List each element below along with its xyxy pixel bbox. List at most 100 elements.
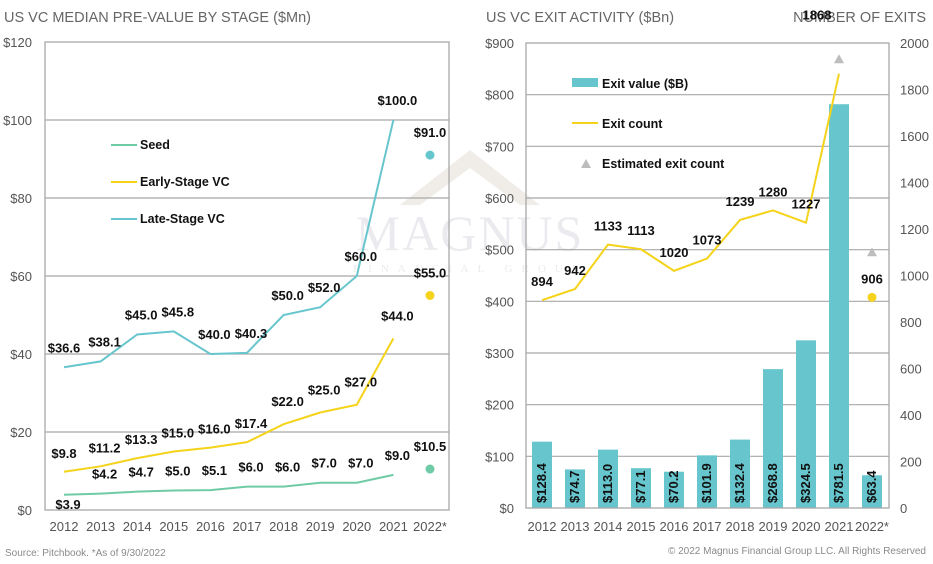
y-tick-label: $700 — [485, 139, 514, 154]
data-label: $27.0 — [345, 375, 378, 390]
right-y-axis-left: $0 $100 $200 $300 $400 $500 $600 $700 $800 $900 — [485, 36, 514, 516]
y2-tick-label: 600 — [900, 362, 922, 377]
bar-exit-value — [796, 340, 816, 508]
y-tick-label: $900 — [485, 36, 514, 51]
data-label: $45.0 — [125, 308, 158, 323]
bar-value-label: $77.1 — [633, 470, 648, 503]
exit-count-label: 1113 — [627, 223, 655, 238]
watermark-roof-shape — [400, 150, 540, 205]
series-line-seed — [63, 473, 394, 496]
right-bars — [532, 104, 882, 508]
x-tick-label: 2019 — [306, 519, 335, 534]
y-tick-label: $100 — [3, 113, 32, 128]
data-label: $44.0 — [381, 308, 414, 323]
data-label: $100.0 — [378, 93, 418, 108]
watermark-subtext: FINANCIAL GROUP — [353, 263, 587, 275]
right-data-labels: $128.4 $74.7 $113.0 $77.1 $70.2 $101.9 $132.4 $… — [531, 8, 883, 503]
legend-early-stage-label: Early-Stage VC — [140, 175, 230, 189]
right-chart-secondary-title: NUMBER OF EXITS — [793, 10, 926, 26]
right-plot-frame — [525, 42, 890, 509]
bar-value-label: $132.4 — [732, 462, 747, 503]
exit-count-label: 1020 — [660, 245, 689, 260]
watermark-text: MAGNUS — [356, 205, 585, 261]
data-label: $45.8 — [162, 304, 195, 319]
legend-seed-label: Seed — [140, 138, 170, 152]
x-tick-label: 2013 — [86, 519, 115, 534]
legend-late-stage-label: Late-Stage VC — [140, 212, 225, 226]
left-plot-frame — [44, 41, 450, 511]
data-label: $9.0 — [385, 448, 410, 463]
data-label: $40.3 — [235, 326, 268, 341]
bar-exit-value — [532, 441, 552, 508]
bar-value-label: $101.9 — [699, 463, 714, 503]
data-label: $15.0 — [162, 426, 195, 441]
legend-exit-value-swatch — [572, 78, 598, 87]
y-tick-label: $60 — [10, 269, 32, 284]
bar-value-label: $70.2 — [666, 470, 681, 503]
x-tick-label: 2021 — [825, 519, 854, 534]
bar-value-label: $63.4 — [864, 470, 879, 503]
exit-count-label: 894 — [531, 274, 553, 289]
data-label: $3.9 — [55, 497, 80, 512]
data-label: $6.0 — [238, 460, 263, 475]
y-tick-label: $800 — [485, 88, 514, 103]
data-label: $55.0 — [414, 266, 447, 281]
estimate-point — [425, 291, 435, 300]
left-gridlines — [45, 119, 449, 433]
y2-tick-label: 1400 — [900, 176, 929, 191]
left-chart-title: US VC MEDIAN PRE-VALUE BY STAGE ($Mn) — [4, 10, 311, 26]
data-label: $4.2 — [92, 467, 117, 482]
left-series — [63, 119, 435, 496]
estimate-point — [425, 150, 435, 160]
bar-value-label: $781.5 — [831, 463, 846, 503]
exit-count-estimate-point — [867, 292, 877, 302]
y-tick-label: $0 — [18, 503, 32, 518]
legend-exit-value-label: Exit value ($B) — [602, 77, 688, 91]
series-line-early-stage-vc — [63, 337, 395, 473]
bar-exit-value — [697, 455, 717, 508]
source-footnote: Source: Pitchbook. *As of 9/30/2022 — [5, 548, 166, 559]
right-y-axis-right: 0 200 400 600 800 1000 1200 1400 1600 1800 2000 — [900, 36, 929, 516]
bar-value-label: $128.4 — [534, 462, 549, 503]
y-tick-label: $0 — [500, 501, 514, 516]
x-tick-label: 2020 — [792, 519, 821, 534]
y-tick-label: $400 — [485, 294, 514, 309]
x-tick-label: 2019 — [759, 519, 788, 534]
exit-count-label: 942 — [564, 263, 586, 278]
right-exit-count-line — [541, 54, 877, 302]
y2-tick-label: 2000 — [900, 36, 929, 51]
left-data-labels: $3.9 $4.2 $4.7 $5.0 $5.1 $6.0 $6.0 $7.0 $7.0 $9.0… — [48, 93, 447, 512]
data-label: $7.0 — [312, 456, 337, 471]
exit-count-label: 1868 — [803, 8, 832, 23]
y2-tick-label: 400 — [900, 408, 922, 423]
data-label: $16.0 — [198, 422, 231, 437]
x-tick-label: 2015 — [627, 519, 656, 534]
x-tick-label: 2012 — [50, 519, 79, 534]
data-label: $10.5 — [414, 439, 447, 454]
y-tick-label: $600 — [485, 191, 514, 206]
bar-exit-value — [664, 471, 684, 508]
x-tick-label: 2022* — [855, 519, 889, 534]
exit-count-label: 1280 — [759, 184, 788, 199]
data-label: $36.6 — [48, 340, 81, 355]
legend-estimated-exit-count-triangle-icon — [581, 159, 591, 168]
bar-value-label: $268.8 — [765, 463, 780, 503]
y2-tick-label: 200 — [900, 455, 922, 470]
y-tick-label: $500 — [485, 243, 514, 258]
y2-tick-label: 1800 — [900, 83, 929, 98]
bar-value-label: $74.7 — [567, 470, 582, 503]
exit-count-line — [541, 73, 840, 302]
right-chart-title: US VC EXIT ACTIVITY ($Bn) — [486, 10, 674, 26]
data-label: $60.0 — [345, 249, 378, 264]
x-tick-label: 2018 — [269, 519, 298, 534]
bar-value-label: $324.5 — [798, 463, 813, 503]
data-label: $91.0 — [414, 125, 447, 140]
data-label: $22.0 — [271, 394, 304, 409]
right-x-axis: 2012 2013 2014 2015 2016 2017 2018 2019 2020 2021… — [528, 519, 889, 534]
bar-exit-value — [631, 468, 651, 508]
copyright-footnote: © 2022 Magnus Financial Group LLC. All R… — [668, 546, 926, 557]
y2-tick-label: 800 — [900, 315, 922, 330]
y-tick-label: $300 — [485, 346, 514, 361]
x-tick-label: 2017 — [233, 519, 262, 534]
